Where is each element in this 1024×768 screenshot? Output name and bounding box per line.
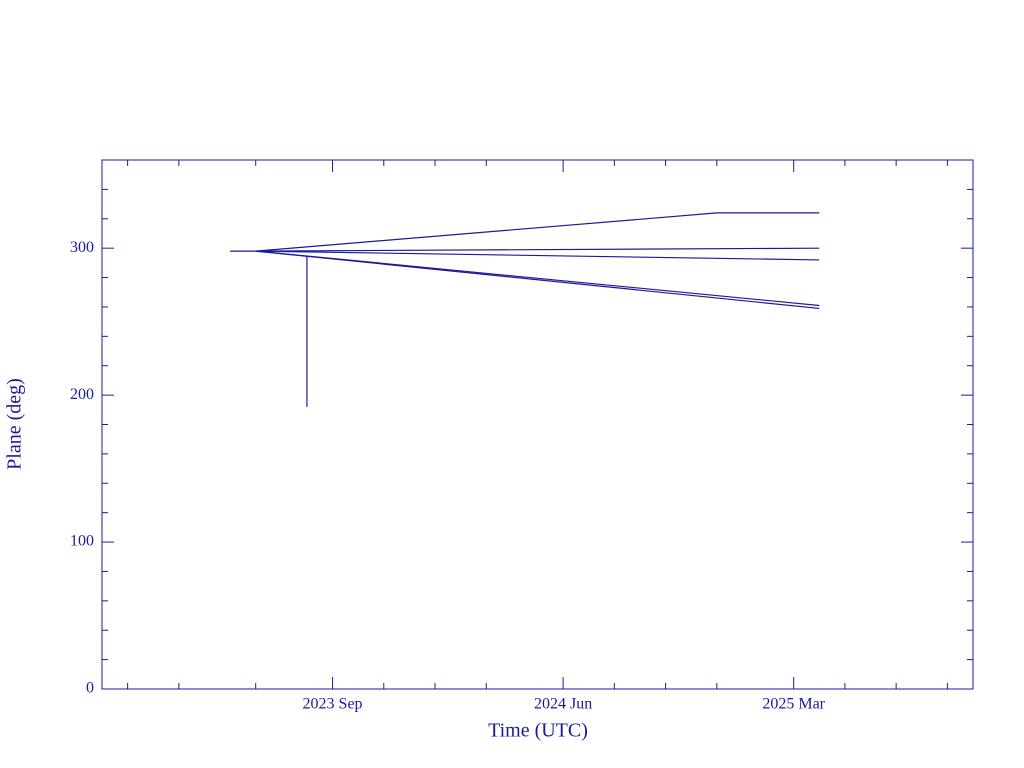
x-tick-label: 2024 Jun	[534, 696, 592, 713]
y-axis-label: Plane (deg)	[4, 378, 26, 470]
series-line	[255, 250, 820, 261]
y-tick-label: 200	[70, 386, 94, 403]
series-line	[230, 212, 820, 252]
plot-frame	[101, 159, 974, 690]
x-tick-label: 2023 Sep	[303, 696, 363, 713]
x-axis-label: Time (UTC)	[488, 720, 588, 742]
series-line	[255, 250, 820, 310]
y-tick-label: 100	[70, 533, 94, 550]
y-tick-label: 0	[86, 680, 94, 697]
y-tick-label: 300	[70, 239, 94, 256]
series-line	[255, 247, 820, 252]
x-tick-label: 2025 Mar	[762, 696, 825, 713]
